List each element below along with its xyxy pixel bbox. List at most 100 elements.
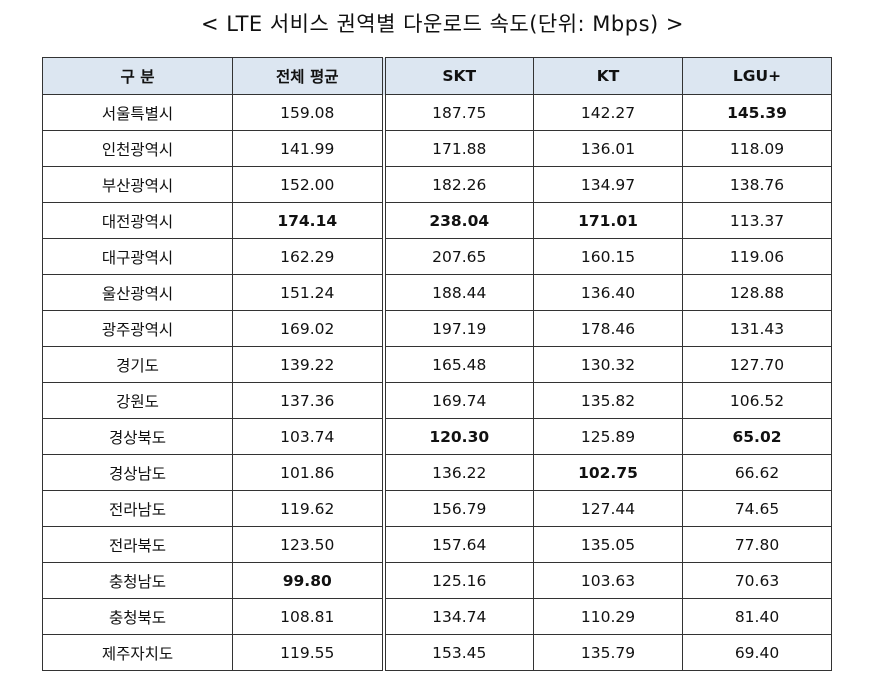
speed-cell: 130.32 bbox=[533, 346, 683, 383]
speed-cell: 135.79 bbox=[533, 634, 683, 671]
speed-cell: 156.79 bbox=[381, 490, 534, 527]
speed-table: 구 분 전체 평균 SKT KT LGU+ 서울특별시 159.08 187.75 142.2… bbox=[42, 57, 832, 671]
header-cell: 전체 평균 bbox=[232, 57, 384, 95]
speed-cell: 160.15 bbox=[533, 238, 683, 275]
table-row: 울산광역시 151.24 188.44 136.40 128.88 bbox=[42, 274, 832, 311]
region-cell: 서울특별시 bbox=[42, 94, 233, 131]
table-row: 서울특별시 159.08 187.75 142.27 145.39 bbox=[42, 94, 832, 131]
table-row: 경상북도 103.74 120.30 125.89 65.02 bbox=[42, 418, 832, 455]
speed-cell: 127.44 bbox=[533, 490, 683, 527]
speed-cell: 182.26 bbox=[381, 166, 534, 203]
speed-cell: 153.45 bbox=[381, 634, 534, 671]
region-cell: 대구광역시 bbox=[42, 238, 233, 275]
table-row: 충청북도 108.81 134.74 110.29 81.40 bbox=[42, 598, 832, 635]
speed-cell: 101.86 bbox=[232, 454, 384, 491]
speed-cell: 119.55 bbox=[232, 634, 384, 671]
speed-cell: 165.48 bbox=[381, 346, 534, 383]
region-cell: 경상북도 bbox=[42, 418, 233, 455]
header-row: 구 분 전체 평균 SKT KT LGU+ bbox=[42, 57, 832, 95]
table-row: 경기도 139.22 165.48 130.32 127.70 bbox=[42, 346, 832, 383]
region-cell: 충청북도 bbox=[42, 598, 233, 635]
region-cell: 경상남도 bbox=[42, 454, 233, 491]
region-cell: 대전광역시 bbox=[42, 202, 233, 239]
region-cell: 울산광역시 bbox=[42, 274, 233, 311]
speed-cell: 238.04 bbox=[381, 202, 534, 239]
speed-cell: 171.01 bbox=[533, 202, 683, 239]
region-cell: 충청남도 bbox=[42, 562, 233, 599]
speed-cell: 65.02 bbox=[682, 418, 832, 455]
table-row: 경상남도 101.86 136.22 102.75 66.62 bbox=[42, 454, 832, 491]
speed-cell: 188.44 bbox=[381, 274, 534, 311]
table-header: 구 분 전체 평균 SKT KT LGU+ bbox=[42, 57, 832, 95]
table-row: 전라남도 119.62 156.79 127.44 74.65 bbox=[42, 490, 832, 527]
speed-cell: 174.14 bbox=[232, 202, 384, 239]
table-row: 전라북도 123.50 157.64 135.05 77.80 bbox=[42, 526, 832, 563]
speed-cell: 81.40 bbox=[682, 598, 832, 635]
region-cell: 전라북도 bbox=[42, 526, 233, 563]
table-row: 부산광역시 152.00 182.26 134.97 138.76 bbox=[42, 166, 832, 203]
speed-cell: 152.00 bbox=[232, 166, 384, 203]
speed-cell: 207.65 bbox=[381, 238, 534, 275]
speed-cell: 157.64 bbox=[381, 526, 534, 563]
speed-cell: 159.08 bbox=[232, 94, 384, 131]
speed-cell: 110.29 bbox=[533, 598, 683, 635]
speed-cell: 127.70 bbox=[682, 346, 832, 383]
speed-cell: 134.97 bbox=[533, 166, 683, 203]
speed-cell: 119.62 bbox=[232, 490, 384, 527]
speed-cell: 134.74 bbox=[381, 598, 534, 635]
speed-cell: 151.24 bbox=[232, 274, 384, 311]
speed-cell: 131.43 bbox=[682, 310, 832, 347]
region-cell: 경기도 bbox=[42, 346, 233, 383]
speed-cell: 141.99 bbox=[232, 130, 384, 167]
table-body: 서울특별시 159.08 187.75 142.27 145.39 인천광역시 141.99… bbox=[42, 94, 832, 671]
speed-cell: 74.65 bbox=[682, 490, 832, 527]
speed-cell: 142.27 bbox=[533, 94, 683, 131]
table-row: 충청남도 99.80 125.16 103.63 70.63 bbox=[42, 562, 832, 599]
title: < LTE 서비스 권역별 다운로드 속도(단위: Mbps) > bbox=[201, 12, 684, 36]
speed-cell: 77.80 bbox=[682, 526, 832, 563]
speed-cell: 145.39 bbox=[682, 94, 832, 131]
table-row: 대전광역시 174.14 238.04 171.01 113.37 bbox=[42, 202, 832, 239]
speed-cell: 106.52 bbox=[682, 382, 832, 419]
speed-cell: 103.74 bbox=[232, 418, 384, 455]
speed-cell: 99.80 bbox=[232, 562, 384, 599]
speed-cell: 187.75 bbox=[381, 94, 534, 131]
speed-cell: 103.63 bbox=[533, 562, 683, 599]
speed-cell: 125.89 bbox=[533, 418, 683, 455]
speed-cell: 135.82 bbox=[533, 382, 683, 419]
speed-cell: 136.40 bbox=[533, 274, 683, 311]
speed-cell: 119.06 bbox=[682, 238, 832, 275]
speed-cell: 197.19 bbox=[381, 310, 534, 347]
table-row: 제주자치도 119.55 153.45 135.79 69.40 bbox=[42, 634, 832, 671]
header-cell: LGU+ bbox=[682, 57, 832, 95]
region-cell: 인천광역시 bbox=[42, 130, 233, 167]
header-cell: SKT bbox=[381, 57, 534, 95]
table-row: 강원도 137.36 169.74 135.82 106.52 bbox=[42, 382, 832, 419]
speed-cell: 125.16 bbox=[381, 562, 534, 599]
region-cell: 강원도 bbox=[42, 382, 233, 419]
speed-cell: 162.29 bbox=[232, 238, 384, 275]
region-cell: 광주광역시 bbox=[42, 310, 233, 347]
speed-cell: 108.81 bbox=[232, 598, 384, 635]
speed-cell: 169.02 bbox=[232, 310, 384, 347]
region-cell: 전라남도 bbox=[42, 490, 233, 527]
speed-cell: 69.40 bbox=[682, 634, 832, 671]
table-row: 광주광역시 169.02 197.19 178.46 131.43 bbox=[42, 310, 832, 347]
speed-cell: 136.22 bbox=[381, 454, 534, 491]
speed-cell: 169.74 bbox=[381, 382, 534, 419]
header-cell: KT bbox=[533, 57, 683, 95]
speed-cell: 135.05 bbox=[533, 526, 683, 563]
speed-cell: 138.76 bbox=[682, 166, 832, 203]
speed-cell: 120.30 bbox=[381, 418, 534, 455]
speed-cell: 136.01 bbox=[533, 130, 683, 167]
table-row: 대구광역시 162.29 207.65 160.15 119.06 bbox=[42, 238, 832, 275]
speed-cell: 123.50 bbox=[232, 526, 384, 563]
speed-cell: 171.88 bbox=[381, 130, 534, 167]
speed-cell: 118.09 bbox=[682, 130, 832, 167]
speed-cell: 178.46 bbox=[533, 310, 683, 347]
speed-cell: 139.22 bbox=[232, 346, 384, 383]
region-cell: 제주자치도 bbox=[42, 634, 233, 671]
speed-cell: 128.88 bbox=[682, 274, 832, 311]
speed-cell: 137.36 bbox=[232, 382, 384, 419]
